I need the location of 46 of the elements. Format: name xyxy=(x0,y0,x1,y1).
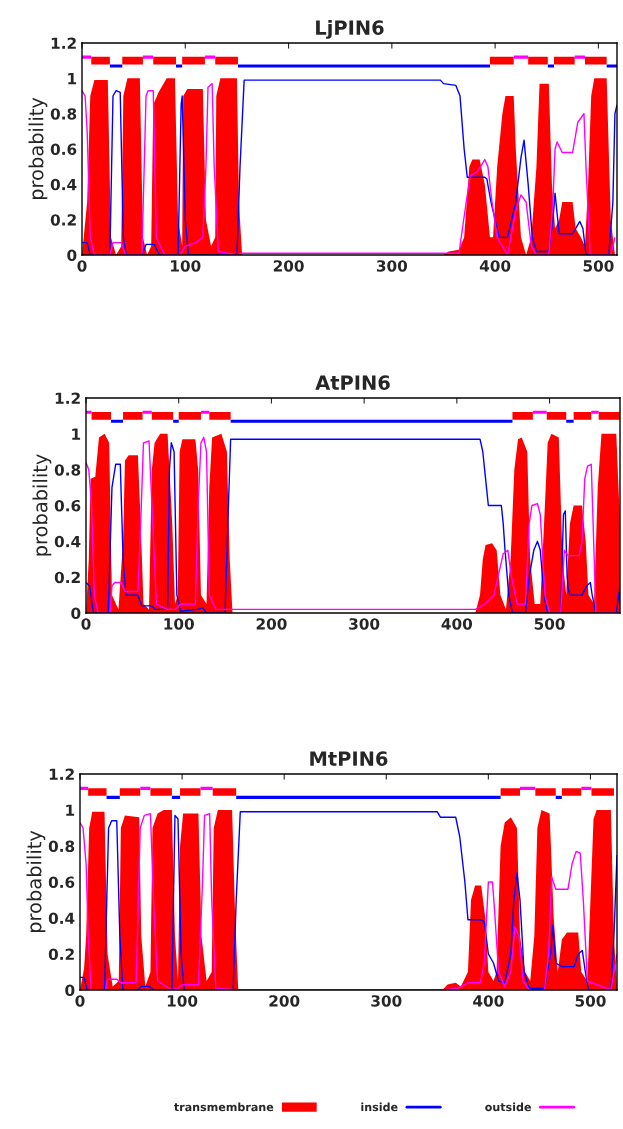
x-tick-label: 300 xyxy=(371,995,402,1007)
y-axis-title: probability xyxy=(28,97,48,200)
x-tick-label: 500 xyxy=(575,995,606,1007)
x-tick-label: 200 xyxy=(256,618,287,630)
x-tick-label: 200 xyxy=(269,995,300,1007)
x-tick-label: 400 xyxy=(441,618,473,630)
y-tick-label: 1.2 xyxy=(55,392,80,404)
y-tick-label: 0.4 xyxy=(54,535,81,548)
y-tick-label: 0.6 xyxy=(48,876,75,889)
y-tick-label: 1.2 xyxy=(51,37,76,49)
legend-label: inside xyxy=(361,1102,398,1112)
y-tick-label: 0.4 xyxy=(50,178,77,191)
y-tick-label: 0.6 xyxy=(54,499,81,512)
x-tick-label: 400 xyxy=(479,260,511,272)
x-tick-label: 0 xyxy=(81,618,91,630)
y-tick-label: 1 xyxy=(72,428,81,440)
x-tick-label: 300 xyxy=(376,260,408,272)
legend-label: outside xyxy=(485,1102,531,1112)
x-tick-label: 200 xyxy=(273,260,304,272)
chart-title: LjPIN6 xyxy=(316,19,384,39)
x-tick-label: 100 xyxy=(171,260,201,272)
chart-title: AtPIN6 xyxy=(315,375,390,390)
x-tick-label: 500 xyxy=(534,618,565,630)
x-tick-label: 500 xyxy=(583,260,614,272)
y-axis-title: probability xyxy=(32,454,52,556)
x-tick-label: 100 xyxy=(167,995,198,1007)
y-tick-label: 0 xyxy=(65,984,75,997)
y-tick-label: 0.2 xyxy=(48,948,74,961)
y-tick-label: 1 xyxy=(66,804,75,816)
y-tick-label: 1.2 xyxy=(49,768,74,780)
y-tick-label: 1 xyxy=(68,73,77,85)
x-tick-label: 400 xyxy=(473,995,504,1007)
y-tick-label: 0.2 xyxy=(54,571,80,584)
legend-label: transmembrane xyxy=(174,1102,274,1112)
y-tick-label: 0.8 xyxy=(54,464,81,476)
chart-title: MtPIN6 xyxy=(310,751,388,766)
y-tick-label: 0 xyxy=(67,249,77,262)
x-tick-label: 100 xyxy=(164,618,194,630)
y-tick-label: 0.4 xyxy=(48,912,75,925)
y-tick-label: 0.8 xyxy=(48,840,75,853)
x-tick-label: 300 xyxy=(349,618,380,630)
y-axis-title: probability xyxy=(26,830,46,933)
y-tick-label: 0.2 xyxy=(50,214,76,226)
y-tick-label: 0.6 xyxy=(50,143,77,156)
y-tick-label: 0 xyxy=(71,607,81,620)
y-tick-label: 0.8 xyxy=(50,108,77,120)
